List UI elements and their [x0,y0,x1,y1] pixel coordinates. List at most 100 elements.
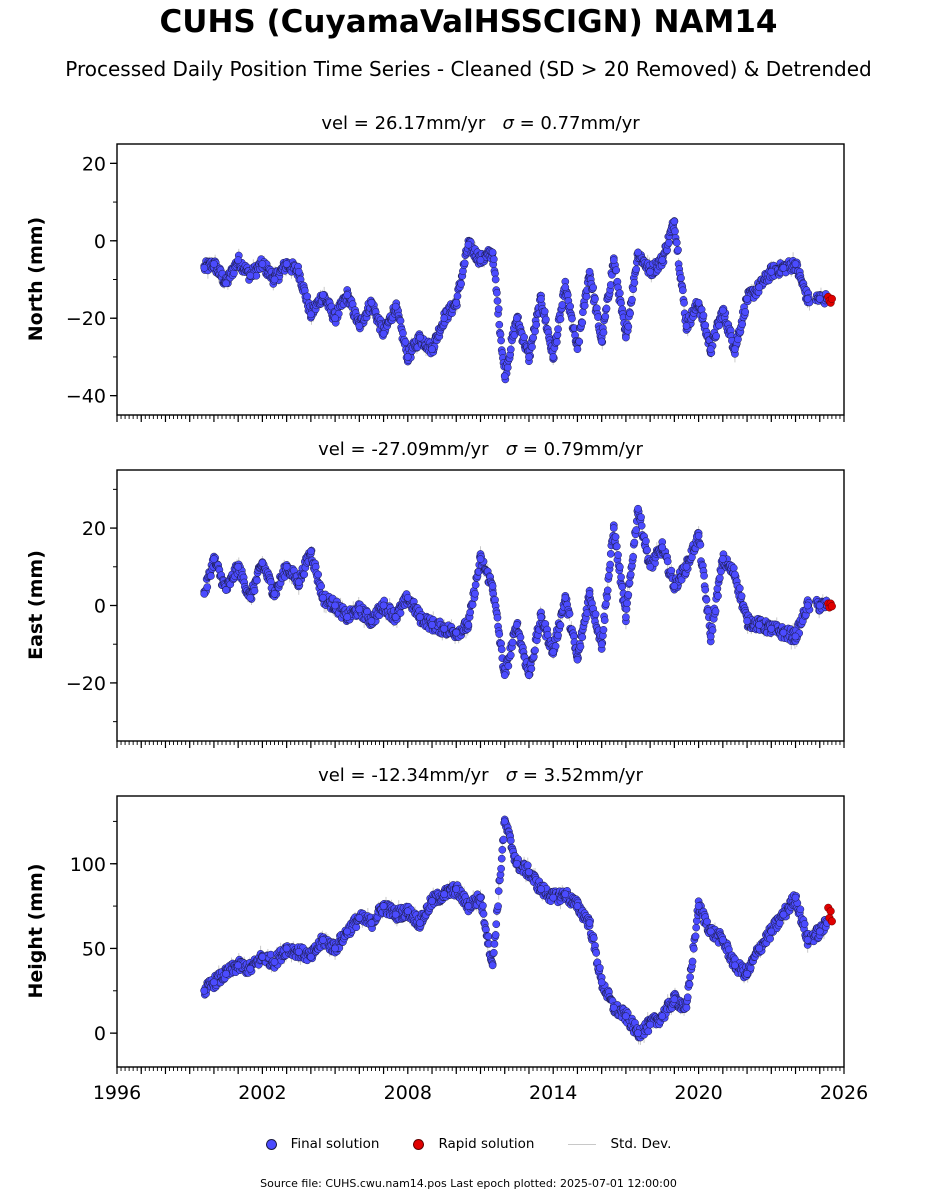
east-final-point [203,583,212,591]
east-final-datum [682,562,691,571]
east-final-datum [537,613,545,621]
east-final-datum [718,555,727,563]
height-final-datum [585,919,594,927]
east-final-datum [658,543,667,552]
north-final-datum [718,306,727,315]
north-final-datum [234,256,243,264]
north-final-point [602,304,611,313]
east-final-datum [428,621,436,629]
east-final-point [606,560,614,569]
east-final-point [701,585,710,594]
height-final-datum [682,1003,691,1012]
north-final-datum [367,298,376,307]
north-final-point [566,302,575,311]
height-final-datum [416,919,424,927]
north-final-point [677,274,685,282]
height-final-point [595,963,604,972]
east-final-point [618,582,627,591]
height-final-point [492,920,501,929]
north-final-point [453,292,462,301]
east-final-point [630,538,639,547]
north-final-point [671,227,679,236]
east-final-point [735,584,744,593]
north-final-point [532,320,541,329]
height-final-datum [200,986,209,995]
east-final-point [466,608,475,617]
north-final-point [503,363,512,372]
height-final-datum [767,927,776,936]
north-final-datum [294,267,303,276]
height-sigma-label: = 3.52mm/yr [522,765,643,786]
east-final-datum [694,531,703,540]
east-final-point [603,593,611,602]
height-final-datum [670,995,679,1004]
height-final-point [484,932,493,941]
east-final-datum [416,613,424,621]
north-final-point [615,289,624,297]
height-final-datum [319,936,327,944]
east-final-datum [609,524,618,532]
height-final-datum [476,893,485,902]
height-final-datum [210,978,218,987]
north-final-datum [609,256,618,264]
east-final-datum [379,601,388,610]
height-xtick-label: 2014 [529,1082,577,1104]
north-final-point [396,316,405,325]
height-final-datum [718,936,727,944]
north-final-datum [634,248,642,257]
north-final-datum [513,314,521,323]
east-final-point [700,571,708,580]
height-final-point [506,836,515,845]
height-final-point [692,923,701,932]
north-final-point [520,333,528,342]
east-final-point [711,607,720,616]
north-final-datum [343,291,352,299]
east-final-point [504,662,513,670]
height-final-datum [597,978,606,987]
east-final-point [207,572,215,580]
east-final-datum [585,590,594,598]
height-final-point [494,887,503,895]
north-final-point [628,295,636,304]
north-final-point [712,332,721,340]
height-final-datum [367,919,376,927]
height-final-datum [791,893,800,902]
north-final-point [599,328,608,337]
north-final-datum [488,248,497,257]
east-final-point [617,573,625,581]
height-final-datum [743,969,751,978]
height-final-datum [561,890,570,899]
east-final-datum [743,617,751,625]
east-final-point [531,646,539,655]
east-ytick-label: 20 [82,518,106,540]
north-final-point [493,288,501,297]
height-final-datum [343,927,352,936]
east-final-datum [270,590,279,598]
east-final-datum [573,655,582,664]
height-final-datum [694,902,703,910]
north-final-datum [319,291,327,299]
height-final-datum [573,902,582,910]
north-final-point [489,255,498,264]
east-final-datum [791,632,800,641]
east-final-datum [200,590,209,598]
height-final-datum [403,907,412,916]
east-final-point [603,586,612,595]
height-final-datum [658,1012,667,1021]
east-final-datum [222,586,230,594]
east-final-point [516,633,525,642]
east-final-point [250,586,259,595]
east-final-datum [403,593,412,602]
east-final-point [602,600,610,608]
height-final-datum [549,893,558,902]
east-final-point [578,633,587,642]
sigma-symbol: σ [505,439,518,460]
height-final-datum [464,902,473,910]
east-final-point [715,574,724,582]
east-final-datum [294,578,303,587]
north-final-point [612,266,621,275]
height-final-point [479,910,488,918]
height-final-datum [270,958,279,966]
east-final-point [605,571,613,580]
north-final-point [601,312,610,321]
